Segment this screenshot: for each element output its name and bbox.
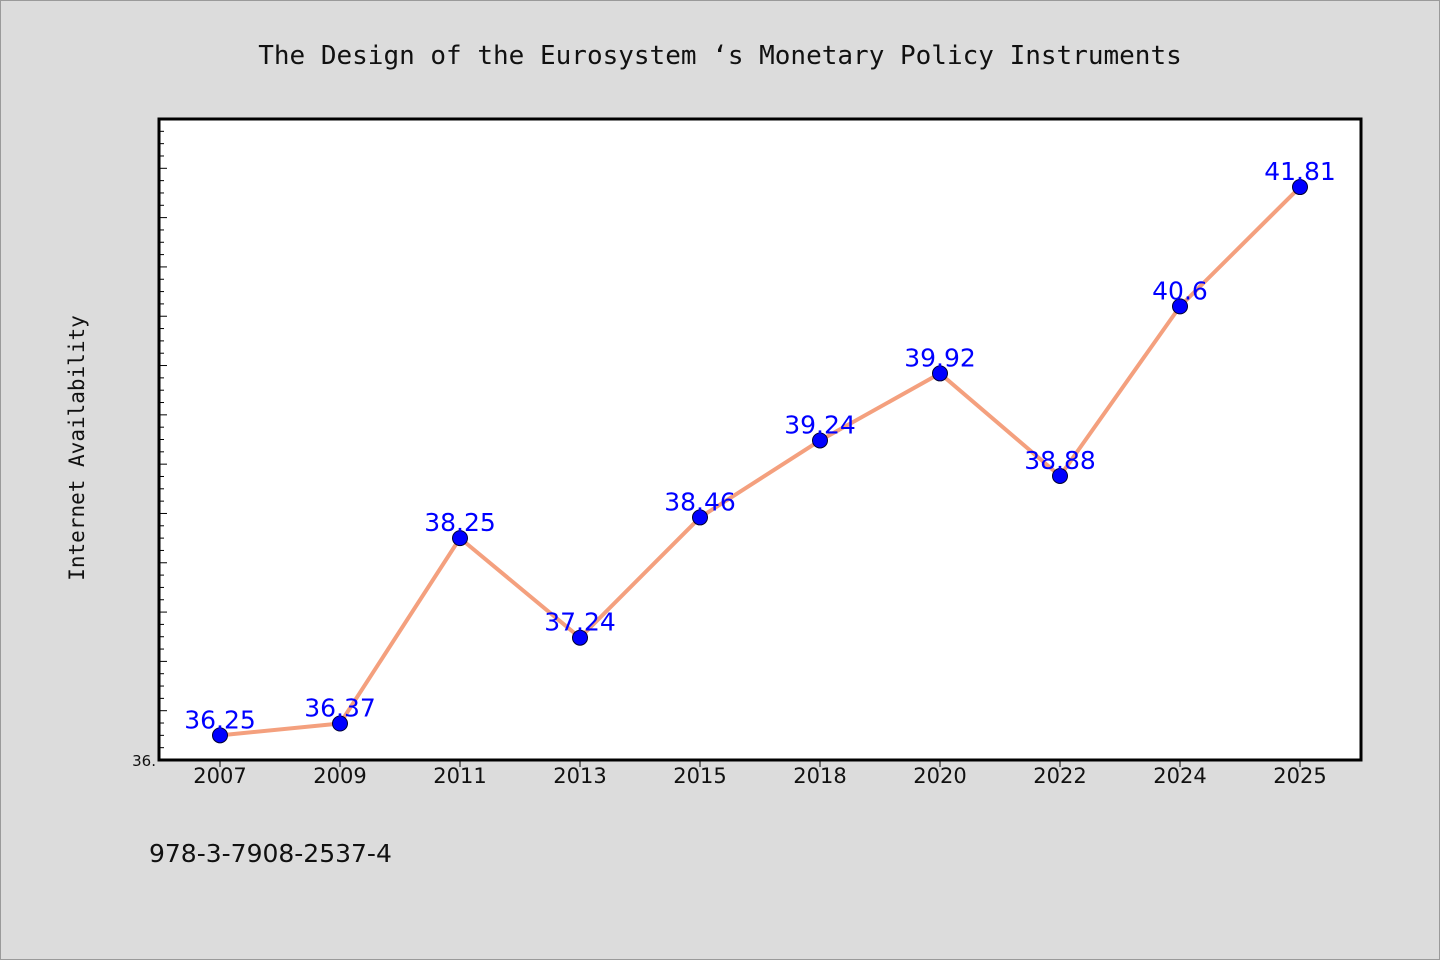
x-tick-label: 2009 — [313, 764, 366, 788]
data-point — [932, 365, 948, 382]
series-line — [218, 185, 1302, 738]
data-label: 36.25 — [184, 705, 256, 734]
x-tick-label: 2015 — [673, 764, 726, 788]
data-point — [572, 629, 588, 646]
x-tick-label: 2025 — [1273, 764, 1326, 788]
data-point — [452, 530, 468, 547]
data-label: 36.37 — [304, 694, 376, 723]
data-label: 39.24 — [784, 410, 856, 439]
y-tick-label: 36. — [132, 752, 156, 770]
data-point — [1292, 179, 1308, 196]
data-label: 37.24 — [544, 608, 616, 637]
series-group: 36.25 36.37 38.25 37.24 38.46 39.24 39.92 38.88… — [184, 157, 1336, 744]
data-point — [1052, 467, 1068, 484]
x-tick-label: 2020 — [913, 764, 966, 788]
x-tick-label: 2007 — [193, 764, 246, 788]
y-axis-ticks: 36. — [132, 118, 167, 770]
x-tick-label: 2018 — [793, 764, 846, 788]
data-label: 39.92 — [904, 343, 976, 372]
data-label: 40.6 — [1152, 276, 1208, 305]
data-label: 41.81 — [1264, 157, 1336, 186]
x-axis-ticks: 2007 2009 2011 2013 2015 2018 2020 2022 2024 2025 — [193, 760, 1327, 788]
plot-area — [157, 117, 1363, 762]
data-point — [332, 715, 348, 732]
x-tick-label: 2011 — [433, 764, 486, 788]
data-label: 38.25 — [424, 508, 496, 537]
data-point — [692, 509, 708, 526]
x-tick-label: 2013 — [553, 764, 606, 788]
data-point — [1172, 298, 1188, 315]
chart-title: The Design of the Eurosystem ‘s Monetary… — [258, 41, 1182, 71]
data-label: 38.46 — [664, 487, 736, 516]
y-axis-label: Internet Availability — [65, 315, 89, 581]
isbn-text: 978-3-7908-2537-4 — [149, 839, 392, 868]
data-point — [812, 432, 828, 449]
data-label: 38.88 — [1024, 446, 1096, 475]
x-tick-label: 2022 — [1033, 764, 1086, 788]
data-point — [212, 727, 228, 744]
x-tick-label: 2024 — [1153, 764, 1206, 788]
